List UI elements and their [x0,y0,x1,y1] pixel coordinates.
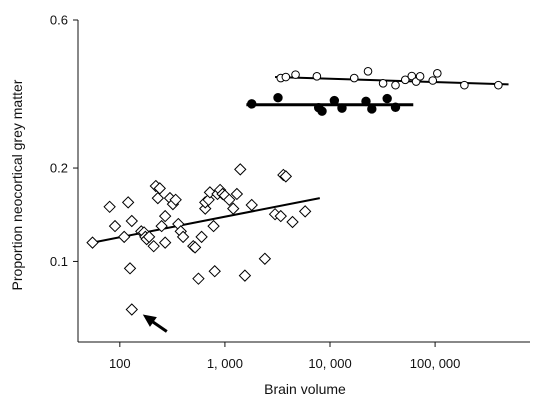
data-point [234,163,247,176]
data-point [378,79,388,88]
data-point [367,104,377,114]
data-point [317,106,327,116]
data-point [433,68,442,78]
data-point [415,72,425,81]
data-point [363,67,373,76]
data-point [407,71,417,81]
axes [77,20,530,343]
y-tick-label: 0.1 [50,254,68,269]
data-point [223,193,236,207]
data-point [460,80,469,90]
data-point [273,93,283,103]
data-point [390,102,401,112]
x-tick-label: 1, 000 [207,356,243,371]
data-point [286,215,299,229]
data-point [108,219,122,233]
data-point [227,202,240,215]
x-axis-title: Brain volume [264,381,346,397]
data-point [361,96,371,107]
data-point [400,75,410,85]
x-tick-label: 100, 000 [410,356,461,371]
annotations [142,314,168,333]
data-point [147,239,160,253]
data-point [281,72,291,82]
data-point [123,262,137,275]
data-point [188,241,202,254]
y-tick-label: 0.6 [50,13,68,28]
data-point [117,230,131,244]
data-point [382,93,392,104]
data-points [86,67,503,316]
data-point [298,205,312,218]
data-point [208,265,221,278]
y-axis-title: Proportion neocortical grey matter [9,79,25,290]
x-tick-label: 10, 000 [308,356,351,371]
data-point [494,80,503,90]
data-point [279,170,293,183]
data-point [142,230,156,244]
data-point [121,196,135,209]
data-point [86,236,99,249]
data-point [391,80,400,90]
data-point [125,214,139,228]
fit-line [92,197,321,244]
data-point [199,202,212,215]
y-tick-label: 0.2 [50,161,68,176]
data-point [428,76,438,85]
data-point [155,219,168,233]
data-point [230,187,244,201]
data-point [349,73,359,83]
data-point [258,252,272,265]
data-point [192,272,205,285]
data-point [125,303,139,316]
data-point [158,209,172,223]
fit-lines [92,76,509,244]
arrow-shaft [149,319,168,333]
data-point [329,95,340,106]
data-point [153,182,166,195]
data-point [169,193,182,207]
ticks: 100 1, 000 10, 000 100, 000 0.1 0.2 0.6 [50,13,460,372]
data-point [291,70,300,79]
data-point [274,209,287,223]
data-point [238,269,252,282]
data-point [195,230,208,244]
data-point [103,200,116,214]
data-point [207,219,220,233]
data-point [176,230,190,244]
data-point [247,99,257,109]
data-point [151,191,165,205]
data-point [312,72,322,81]
x-tick-label: 100 [109,356,131,371]
data-point [158,236,172,249]
data-point [245,198,258,212]
data-point [337,103,347,113]
arrow-head [142,314,157,327]
